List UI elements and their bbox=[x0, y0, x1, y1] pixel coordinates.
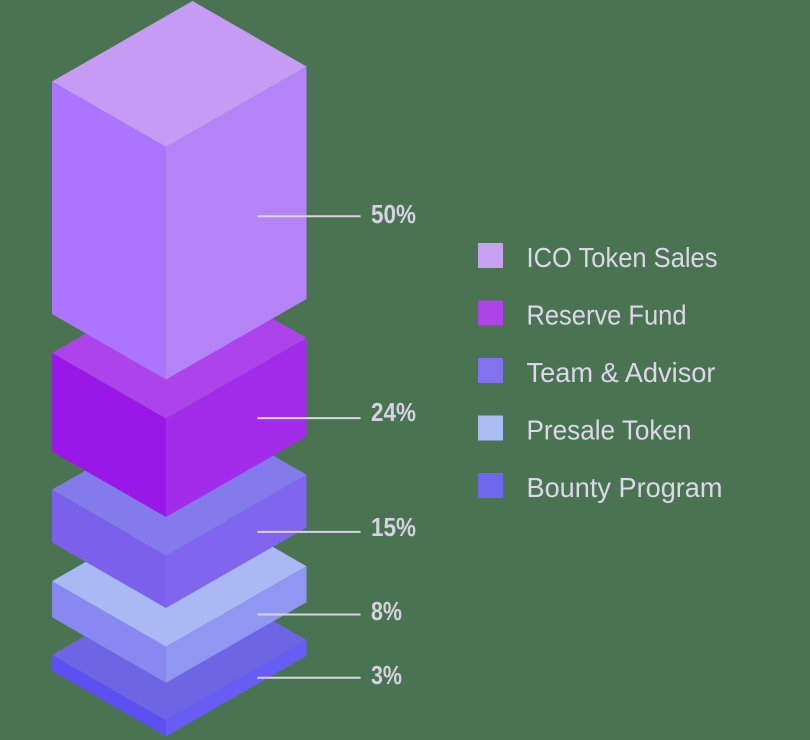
svg-text:15%: 15% bbox=[371, 512, 416, 542]
svg-text:Bounty Program: Bounty Program bbox=[527, 472, 723, 503]
svg-text:Presale Token: Presale Token bbox=[527, 415, 692, 446]
svg-text:3%: 3% bbox=[371, 660, 402, 690]
svg-text:Reserve Fund: Reserve Fund bbox=[527, 300, 687, 331]
svg-text:50%: 50% bbox=[371, 199, 416, 229]
svg-text:ICO Token Sales: ICO Token Sales bbox=[527, 242, 718, 273]
svg-text:Team & Advisor: Team & Advisor bbox=[527, 357, 716, 388]
svg-text:8%: 8% bbox=[371, 596, 402, 626]
svg-text:24%: 24% bbox=[371, 397, 416, 427]
